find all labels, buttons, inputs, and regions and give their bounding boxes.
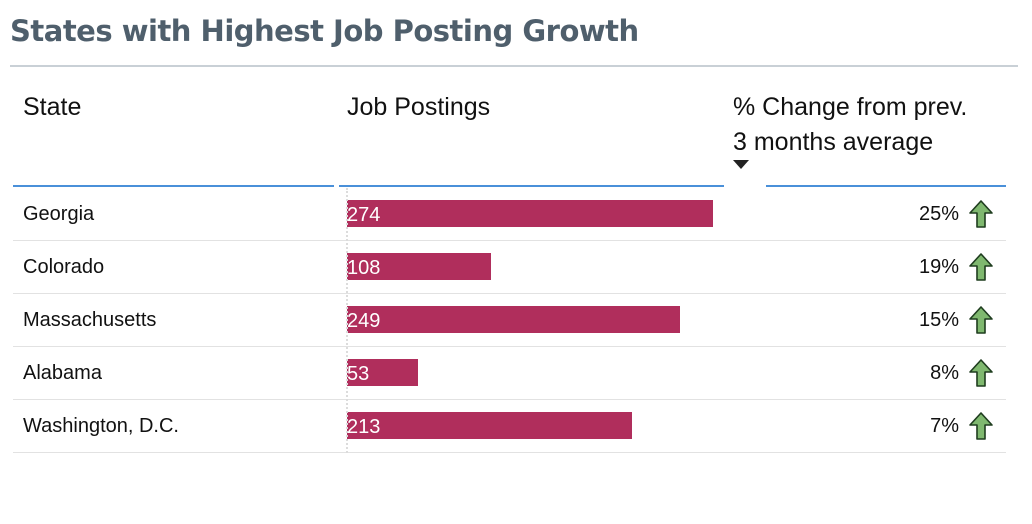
arrow-up-icon [968,252,994,282]
column-header-percent-change[interactable]: % Change from prev. 3 months average [733,90,1013,160]
job-postings-label: 108 [347,257,381,279]
percent-change-value: 15% [918,309,959,331]
state-name: Georgia [23,203,95,225]
state-name: Washington, D.C. [23,415,179,437]
row-divider [13,293,1006,294]
table-row[interactable]: Alabama 53 8% [13,347,1006,400]
percent-change-value: 7% [930,415,959,437]
arrow-up-icon [968,305,994,335]
header-rule-change [766,185,1006,187]
job-postings-label: 249 [347,310,381,332]
job-postings-bar[interactable] [347,306,680,333]
state-name: Colorado [23,256,105,278]
job-postings-label: 53 [347,363,370,385]
row-divider [13,399,1006,400]
table-row[interactable]: Washington, D.C. 213 7% [13,400,1006,453]
job-postings-label: 274 [347,204,381,226]
percent-change-value: 8% [930,362,959,384]
bar-baseline [346,188,348,453]
state-name: Alabama [23,362,102,384]
table-row[interactable]: Colorado 108 19% [13,241,1006,294]
column-header-percent-change-line1: % Change from prev. [733,93,968,121]
row-divider [13,452,1006,453]
job-postings-label: 213 [347,416,381,438]
chart-title: States with Highest Job Posting Growth [10,14,639,48]
state-name: Massachusetts [23,309,157,331]
job-postings-bar[interactable] [347,359,418,386]
arrow-up-icon [968,411,994,441]
header-rule-postings [339,185,724,187]
column-header-job-postings[interactable]: Job Postings [347,93,491,121]
row-divider [13,346,1006,347]
job-postings-bar[interactable] [347,412,632,439]
header-rule-state [13,185,334,187]
sort-descending-icon[interactable] [733,160,749,169]
row-divider [13,240,1006,241]
table-row[interactable]: Georgia 274 25% [13,188,1006,241]
percent-change-value: 25% [918,203,959,225]
arrow-up-icon [968,358,994,388]
column-header-state[interactable]: State [23,93,82,121]
percent-change-value: 19% [918,256,959,278]
table-row[interactable]: Massachusetts 249 15% [13,294,1006,347]
title-divider [10,65,1018,67]
job-postings-bar[interactable] [347,253,491,280]
arrow-up-icon [968,199,994,229]
job-postings-bar[interactable] [347,200,713,227]
column-header-percent-change-line2: 3 months average [733,128,934,156]
